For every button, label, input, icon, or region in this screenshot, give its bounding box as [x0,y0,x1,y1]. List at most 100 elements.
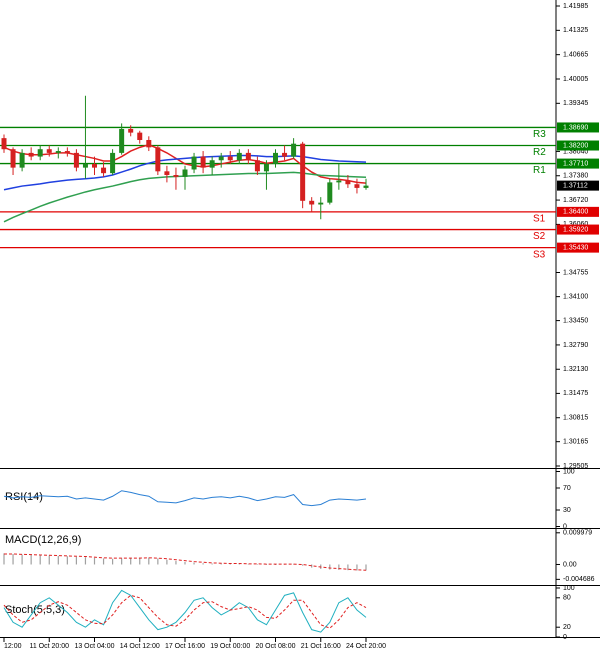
x-tick-label: 20 Oct 08:00 [255,643,295,650]
macd-bar [148,557,150,565]
last-price-label: 1.37112 [563,182,588,189]
candle-body [245,152,251,161]
macd-bar [39,555,41,565]
candle-body [101,167,107,174]
level-price-box [557,206,599,217]
macd-bar [139,557,141,565]
macd-bar [202,563,204,565]
y-tick-label: 80 [563,595,571,602]
level-price-box [557,140,599,151]
y-tick-label: 0.009979 [563,530,592,537]
macd-bar [311,564,313,568]
y-tick-label: 30 [563,507,571,514]
macd-bar [175,560,177,565]
macd-bar [265,564,268,565]
macd-bar [102,558,105,565]
y-tick-label: 1.32130 [563,366,588,373]
y-tick-label: 0 [563,523,567,530]
candle-body [19,152,25,168]
level-price-label: 1.37710 [563,160,588,167]
candle-body [282,152,288,157]
candle-body [291,143,297,157]
level-price-box [557,242,599,253]
y-tick-label: 1.32790 [563,342,588,349]
candle-body [119,128,125,153]
candle-body [173,175,179,177]
y-tick-label: 70 [563,485,571,492]
candle-body [37,149,43,157]
candle-body [155,147,161,172]
candle-body [254,160,260,172]
candle-body [336,180,342,183]
macd-bar [229,563,231,565]
level-price-label: 1.38690 [563,124,588,131]
macd-bar [30,554,32,565]
level-price-label: 1.35430 [563,244,588,251]
level-name: S1 [533,214,546,225]
y-tick-label: 100 [563,585,575,592]
macd-bar [57,555,59,565]
macd-bar [66,556,68,565]
x-tick-label: 12:00 [4,643,22,650]
y-tick-label: 1.34100 [563,293,588,300]
candle-body [1,138,7,150]
candle-body [92,163,97,168]
indicator-line [3,490,367,507]
indicator-line [3,589,367,633]
x-tick-label: 11 Oct 20:00 [29,643,69,650]
y-tick-label: 0 [563,634,567,641]
macd-bar [48,555,50,565]
candle-body [300,143,306,201]
level-name: R3 [533,129,546,140]
candle-body [128,128,134,133]
candle-body [55,151,61,153]
y-tick-label: 1.37380 [563,173,588,180]
candle-body [209,160,215,168]
y-tick-label: 1.34755 [563,269,588,276]
indicator-line [4,553,367,571]
candle-body [273,152,278,164]
candle-body [345,180,351,185]
candle-body [227,156,233,161]
macd-bar [329,564,331,570]
candle-body [82,163,88,168]
y-tick-label: 1.38040 [563,148,588,155]
macd-bar [220,563,222,565]
candle-body [236,152,242,161]
level-price-label: 1.38200 [563,142,588,149]
x-tick-label: 24 Oct 20:00 [346,643,386,650]
last-price-box [557,180,599,191]
macd-bar [302,564,304,566]
macd-bar [166,559,168,565]
candle-body [182,169,188,177]
candle-body [73,152,79,168]
y-tick-label: 1.36720 [563,197,588,204]
candle-body [354,184,360,188]
macd-bar [356,564,358,571]
level-name: S2 [533,231,546,242]
macd-bar [112,558,114,565]
y-tick-label: -0.004686 [563,576,595,583]
candle-body [46,149,52,153]
indicator-line [3,154,367,191]
y-tick-label: 1.31475 [563,390,588,397]
y-tick-label: 1.30165 [563,439,588,446]
y-tick-label: 1.33450 [563,317,588,324]
candle-body [200,156,206,168]
macd-bar [338,564,340,570]
candle-body [28,152,34,157]
level-price-box [557,224,599,235]
y-tick-label: 1.40005 [563,76,588,83]
level-name: R1 [533,165,546,176]
macd-bar [193,562,195,565]
x-tick-label: 14 Oct 12:00 [120,643,160,650]
macd-bar [247,563,249,565]
level-price-box [557,122,599,133]
x-tick-label: 17 Oct 16:00 [165,643,205,650]
panel-title: MACD(12,26,9) [5,534,81,546]
y-tick-label: 1.29505 [563,463,588,470]
macd-bar [21,554,23,565]
candle-body [146,139,152,148]
